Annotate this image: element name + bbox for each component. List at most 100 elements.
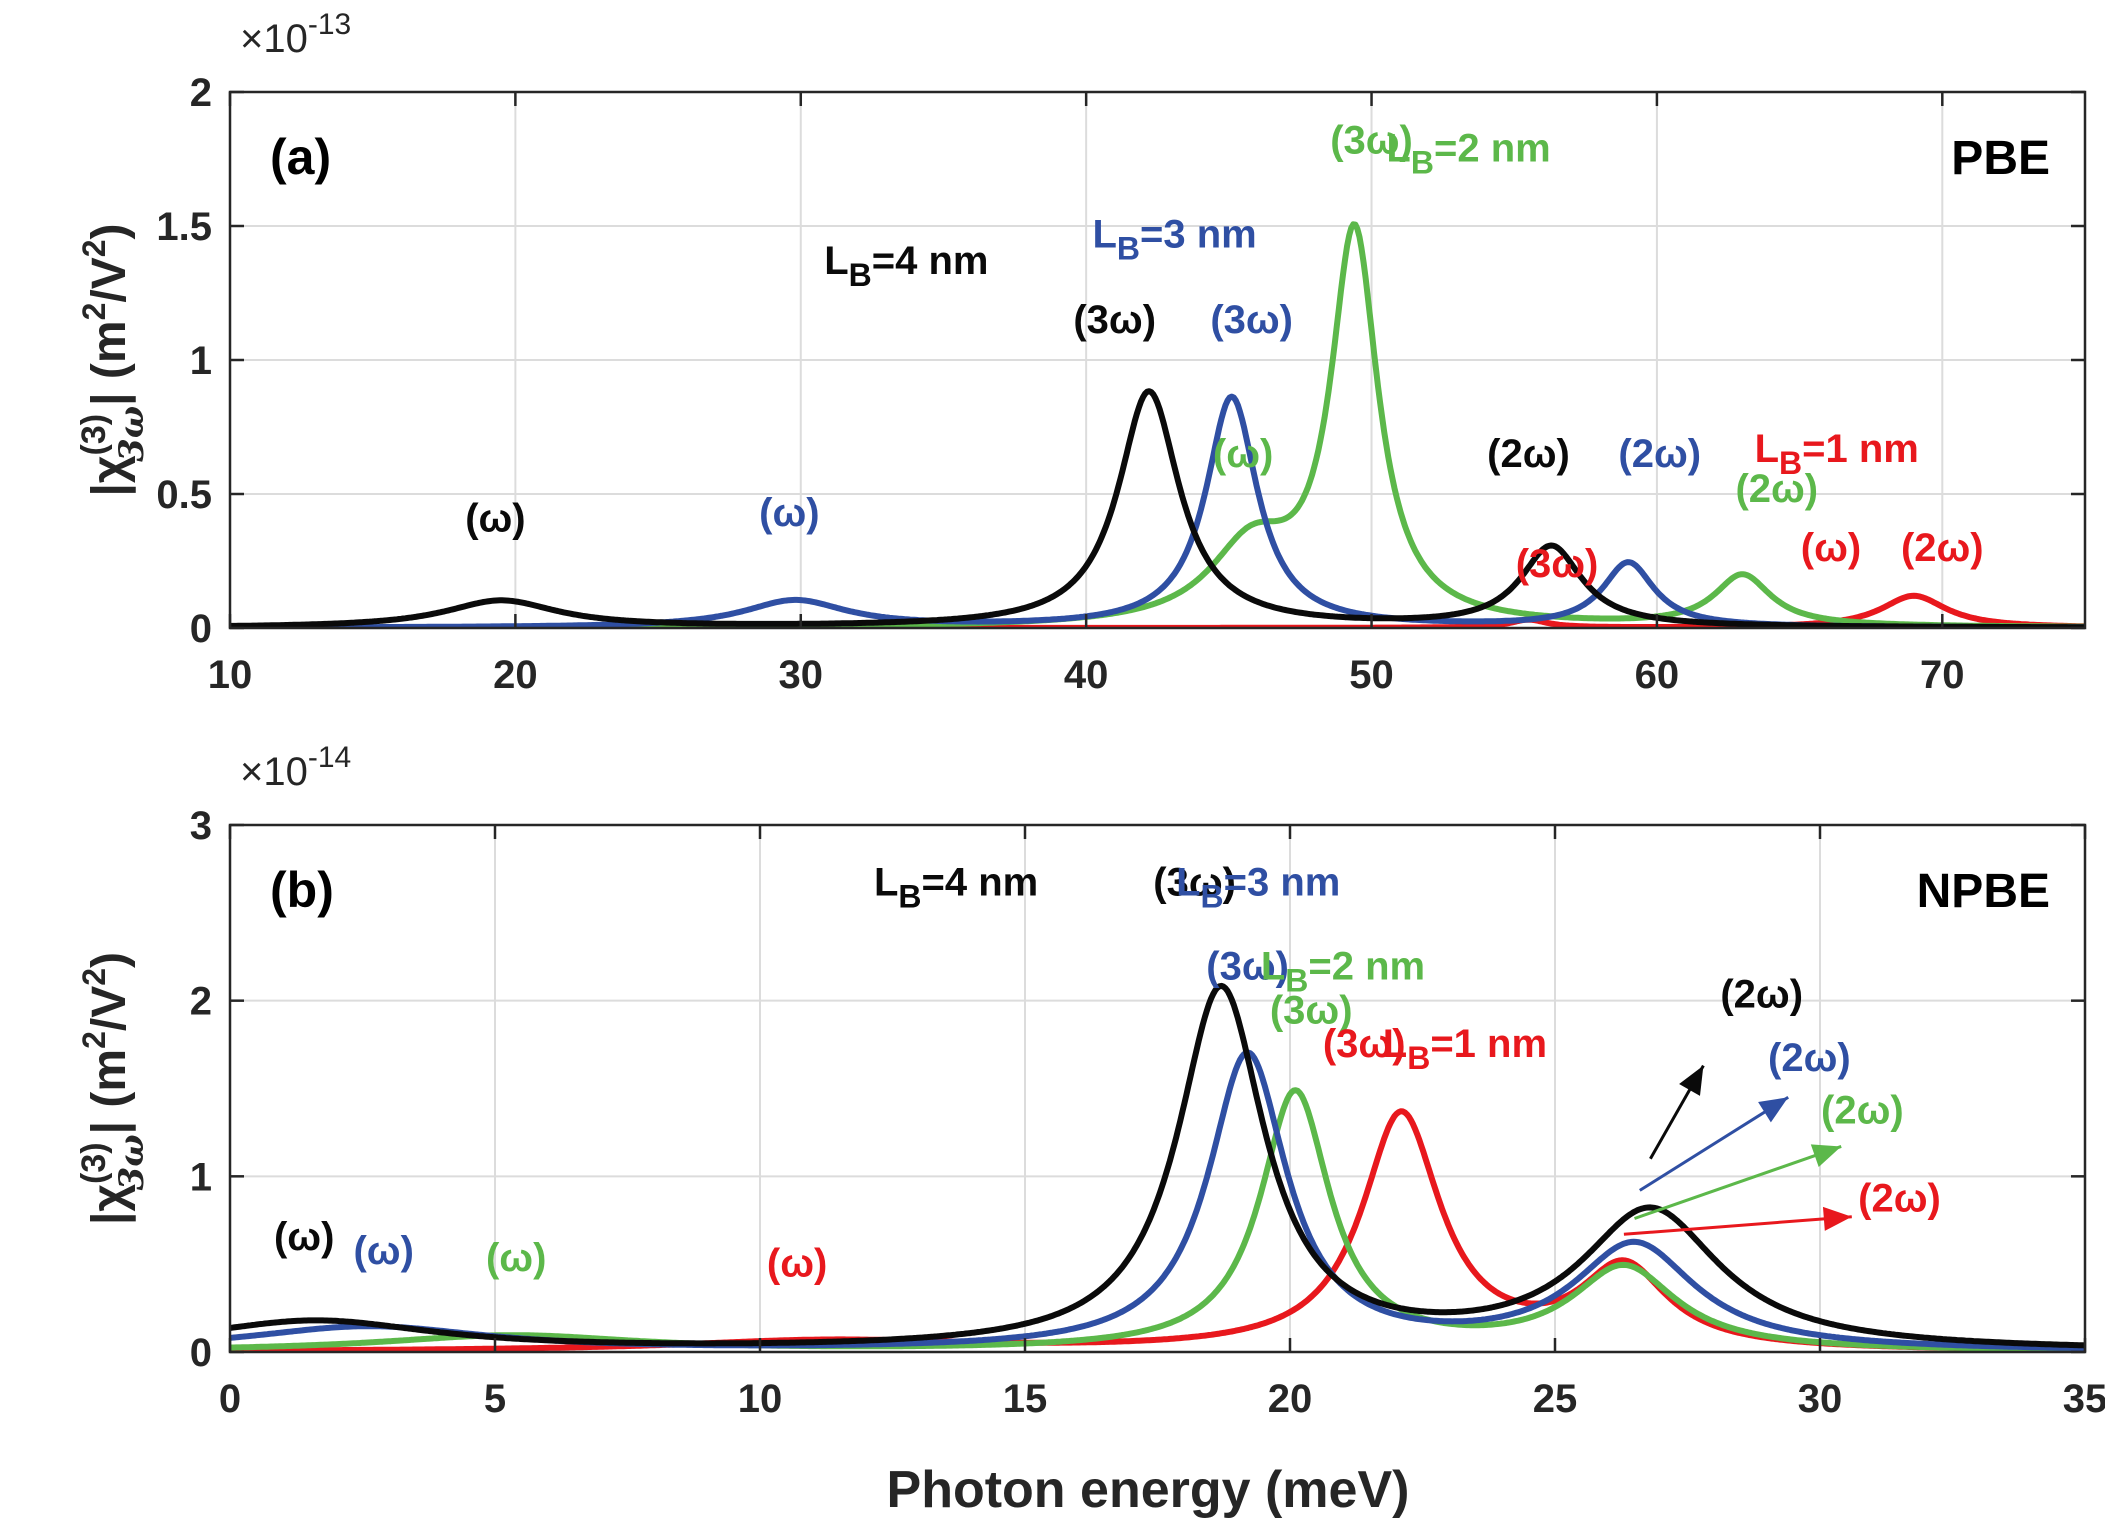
lb-label-value: =1 nm [1430,1022,1547,1066]
peak-annotation: (3ω) [1206,945,1289,989]
peak-annotation: (3ω) [1516,542,1599,586]
lb-label-L: L [1261,945,1285,989]
y-label-superscript: (3) [75,414,113,456]
y-axis-multiplier: ×10-14 [240,741,351,794]
lb-label-subscript: B [1407,1040,1430,1076]
panel-a: 10 20 30 40 50 60 70 0 0.5 1 1.5 2 ×10-13 |χ(3)3ω| (m… [75,8,2087,697]
peak-annotation: (2ω) [1901,526,1984,570]
y-axis-label: |χ(3)3ω| (m2/V2) [75,223,152,496]
lb-label: LB=3 nm [1092,212,1256,266]
x-tick-label: 5 [484,1377,506,1421]
x-tick-label: 70 [1920,653,1965,697]
x-tick-label: 0 [219,1377,241,1421]
y-label-unit: /V [83,986,136,1031]
y-label-superscript: (3) [75,1142,113,1184]
lb-label-value: =1 nm [1802,427,1919,471]
y-label-rest: | (m [83,1049,136,1134]
panel-id: (b) [270,862,334,918]
lb-label-subscript: B [1779,445,1802,481]
peak-annotation: (ω) [767,1241,827,1285]
y-label-unit: /V [83,257,136,302]
multiplier-base: ×10 [240,750,308,794]
y-axis-label: |χ(3)3ω| (m2/V2) [75,952,152,1225]
panel-id: (a) [270,129,331,185]
multiplier-base: ×10 [240,17,308,61]
peak-annotation: (2ω) [1768,1036,1851,1080]
x-tick-label: 10 [208,653,253,697]
y-tick-label: 0 [190,1331,212,1375]
lb-label-value: =4 nm [922,860,1039,904]
x-tick-label: 30 [1798,1377,1843,1421]
y-label-main: |χ [83,455,136,496]
lb-label-L: L [1176,860,1200,904]
y-tick-label: 0.5 [156,473,212,517]
peak-annotation: (2ω) [1858,1176,1941,1220]
peak-annotation: (2ω) [1735,467,1818,511]
annotation-arrow [1634,1145,1842,1220]
peak-annotation: (ω) [1801,526,1861,570]
multiplier-exponent: -14 [308,741,351,774]
lb-label-value: =2 nm [1308,945,1425,989]
lb-label-value: =3 nm [1140,212,1257,256]
peak-annotation: (3ω) [1073,298,1156,342]
x-tick-label: 30 [779,653,824,697]
peak-annotation: (2ω) [1487,432,1570,476]
peak-annotation: (ω) [1213,432,1273,476]
lb-label: LB=1 nm [1383,1022,1547,1076]
annotation-arrowhead [1679,1065,1704,1096]
peak-annotation: (2ω) [1821,1089,1904,1133]
y-label-unit-superscript: 2 [76,1031,112,1049]
lb-label-subscript: B [1201,878,1224,914]
x-tick-label: 35 [2063,1377,2105,1421]
x-tick-label: 15 [1003,1377,1048,1421]
annotation-arrowhead [1822,1206,1852,1231]
y-label-rest: | (m [83,320,136,405]
series-group [230,982,2085,1352]
annotation-arrowhead [1810,1144,1842,1168]
annotation-arrow [1639,1096,1789,1192]
peak-annotation: (3ω) [1323,1022,1406,1066]
x-tick-label: 40 [1064,653,1109,697]
multiplier-exponent: -13 [308,8,351,41]
lb-label: LB=1 nm [1755,427,1919,481]
series-line-lb4nm [230,982,2085,1349]
series-line-lb4nm [230,388,2085,628]
x-tick-label: 10 [738,1377,783,1421]
y-tick-label: 0 [190,607,212,651]
lb-label: LB=4 nm [874,860,1038,914]
annotation-arrow [1623,1215,1852,1236]
lb-label-L: L [824,239,848,283]
lb-label-L: L [874,860,898,904]
peak-annotation: (ω) [759,491,819,535]
lb-label-L: L [1383,1022,1407,1066]
x-tick-label: 60 [1635,653,1680,697]
peak-annotation: (ω) [353,1229,413,1273]
lb-label-subscript: B [1411,145,1434,181]
lb-label-value: =4 nm [872,239,989,283]
y-label-unit-end: ) [83,223,136,239]
x-tick-label: 20 [1268,1377,1313,1421]
peak-annotation: (ω) [274,1215,334,1259]
lb-label-L: L [1092,212,1116,256]
peak-annotation: (3ω) [1210,298,1293,342]
y-axis-multiplier: ×10-13 [240,8,351,61]
lb-label: LB=2 nm [1386,127,1550,181]
y-tick-label: 2 [190,71,212,115]
lb-label-subscript: B [849,257,872,293]
x-axis-label: Photon energy (meV) [887,1461,1410,1519]
y-tick-label: 1 [190,1155,212,1199]
lb-label: LB=3 nm [1176,860,1340,914]
x-tick-label: 25 [1533,1377,1578,1421]
lb-label-value: =2 nm [1434,127,1551,171]
y-label-main: |χ [83,1184,136,1225]
peak-annotation: (2ω) [1618,432,1701,476]
y-tick-label: 1 [190,339,212,383]
y-label-unit-superscript-2: 2 [76,968,112,986]
y-tick-label: 1.5 [156,205,212,249]
axes-box [228,823,2087,1354]
x-tick-label: 20 [493,653,538,697]
method-label: NPBE [1917,865,2050,918]
peak-annotation: (ω) [465,497,525,541]
